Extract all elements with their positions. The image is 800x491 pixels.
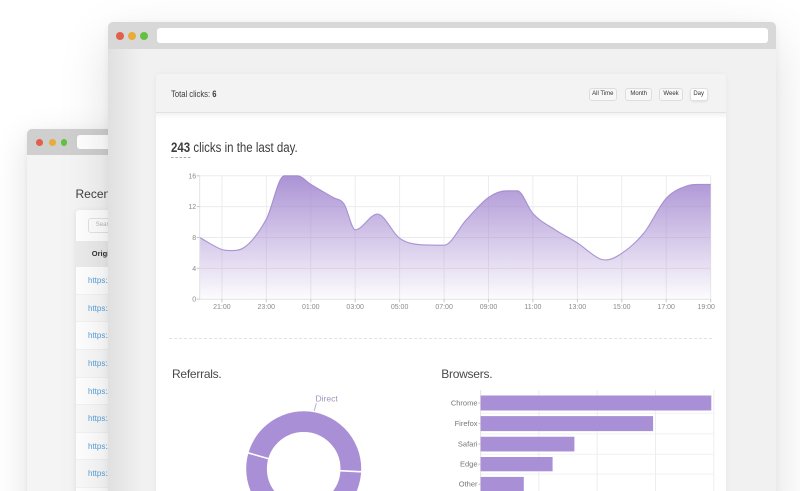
- svg-text:Other: Other: [459, 480, 478, 489]
- svg-text:4: 4: [193, 265, 197, 272]
- svg-text:09:00: 09:00: [480, 304, 498, 311]
- svg-text:11:00: 11:00: [525, 304, 542, 311]
- svg-text:Safari: Safari: [458, 440, 478, 449]
- svg-text:03:00: 03:00: [347, 304, 365, 311]
- svg-text:07:00: 07:00: [436, 304, 454, 311]
- svg-text:Edge: Edge: [460, 460, 478, 469]
- svg-text:13:00: 13:00: [569, 304, 587, 311]
- svg-text:15:00: 15:00: [613, 304, 631, 311]
- svg-text:19:00: 19:00: [698, 304, 716, 311]
- svg-text:Firefox: Firefox: [455, 419, 478, 428]
- svg-text:23:00: 23:00: [258, 304, 276, 311]
- svg-text:Chrome: Chrome: [451, 398, 478, 407]
- svg-text:01:00: 01:00: [302, 304, 320, 311]
- svg-text:05:00: 05:00: [391, 304, 409, 311]
- svg-text:8: 8: [193, 235, 197, 242]
- svg-text:Direct: Direct: [315, 393, 338, 403]
- svg-text:16: 16: [189, 173, 197, 180]
- svg-text:21:00: 21:00: [213, 304, 231, 311]
- svg-text:0: 0: [193, 296, 197, 303]
- svg-text:12: 12: [189, 204, 197, 211]
- svg-text:17:00: 17:00: [658, 304, 676, 311]
